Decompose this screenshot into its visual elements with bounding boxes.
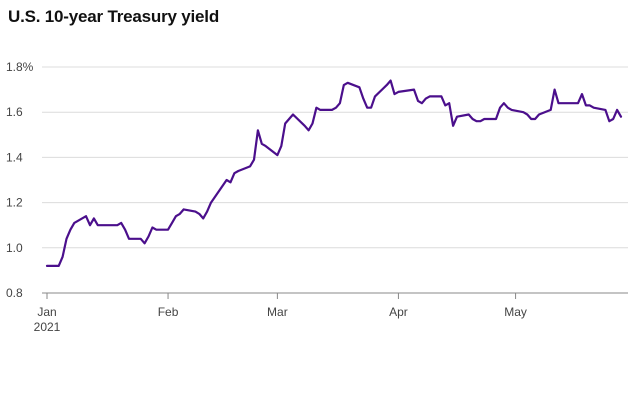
x-tick-label: Apr	[389, 305, 408, 319]
x-tick-label: Jan	[37, 305, 56, 319]
x-tick-year-label: 2021	[34, 320, 61, 334]
y-tick-label: 1.6	[6, 105, 23, 119]
x-tick-label: May	[504, 305, 527, 319]
x-tick-label: Mar	[267, 305, 288, 319]
y-tick-label: 1.2	[6, 196, 23, 210]
y-tick-label: 0.8	[6, 286, 23, 300]
y-axis-ticks: 1.8% 1.6 1.4 1.2 1.0 0.8	[6, 60, 34, 300]
y-tick-label: 1.8%	[6, 60, 34, 74]
chart-title: U.S. 10-year Treasury yield	[8, 7, 220, 26]
x-tick-label: Feb	[158, 305, 179, 319]
x-axis-ticks: Jan Feb Mar Apr May 2021	[34, 293, 527, 334]
y-tick-label: 1.4	[6, 150, 23, 164]
yield-series-line	[45, 79, 623, 267]
y-tick-label: 1.0	[6, 241, 23, 255]
gridlines	[42, 66, 628, 249]
